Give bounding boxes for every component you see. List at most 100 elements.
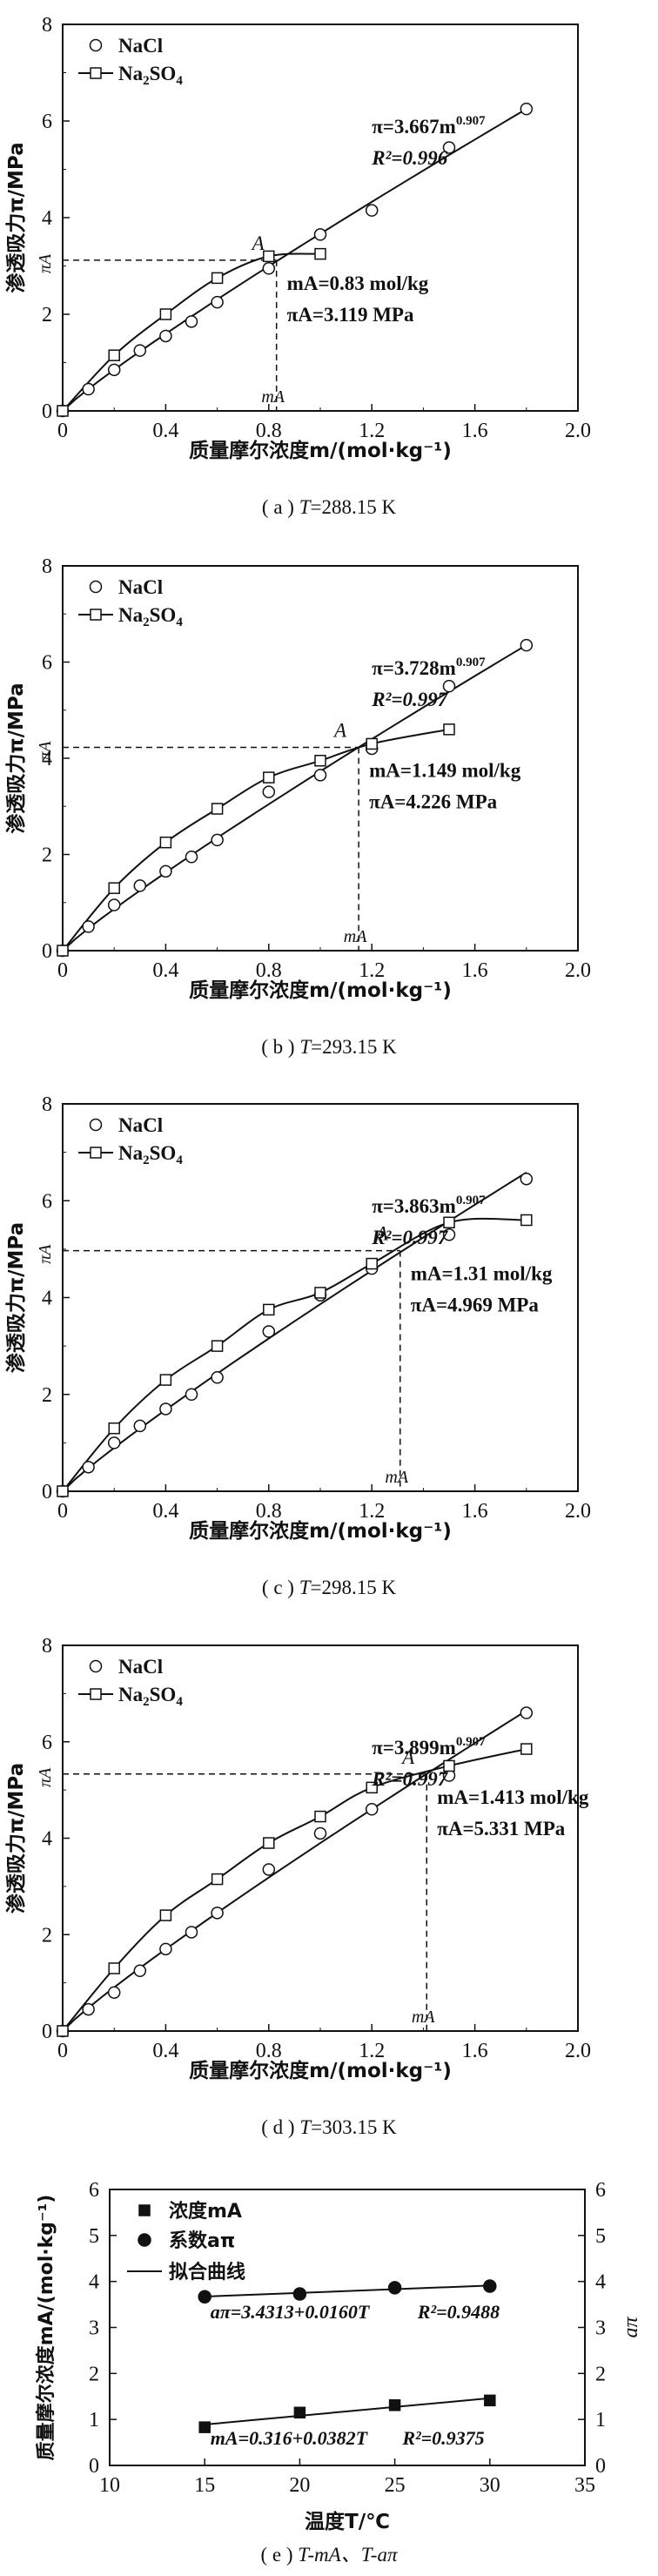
- p1-ma-value-label: mA=1.149 mol/kg: [369, 760, 521, 782]
- p3-x-axis-label: 质量摩尔浓度m/(mol·kg⁻¹): [189, 2059, 452, 2082]
- p1-x-tick-label: 1.2: [359, 959, 385, 982]
- p3-nacl-point: [82, 2002, 95, 2016]
- p0-x-tick-label: 1.2: [359, 420, 385, 442]
- p1-fit-equation-main: π=3.728m: [372, 657, 456, 679]
- p2-legend-sub4: 4: [176, 1153, 183, 1167]
- p0-nacl-point: [262, 262, 276, 275]
- p0-point-a-label: A: [251, 232, 265, 254]
- p4-ma-point: [484, 2394, 496, 2407]
- p0-legend-sub2: 2: [143, 74, 150, 88]
- p0-x-tick-label: 0: [57, 420, 68, 442]
- p1-y-tick-label: 8: [42, 555, 52, 578]
- p1-x-tick-label: 2.0: [565, 959, 591, 982]
- p0-y-tick-label: 2: [42, 304, 52, 326]
- p3-nacl-point: [262, 1863, 276, 1876]
- p2-nacl-point: [262, 1325, 276, 1338]
- p2-x-tick-label: 0: [57, 1500, 68, 1523]
- p1-x-tick-label: 1.6: [462, 959, 488, 982]
- p1-y-tick-label: 6: [42, 652, 52, 675]
- p2-fit-equation-main: π=3.863m: [372, 1195, 456, 1217]
- p2-na2so4-point: [443, 1216, 455, 1229]
- p3-fit-equation-main: π=3.899m: [372, 1737, 456, 1759]
- p1-pia-axis-mark: πA: [36, 741, 55, 761]
- p1-legend-na2so4-label: Na2SO4: [118, 604, 183, 629]
- p3-nacl-point: [211, 1907, 224, 1920]
- p1-legend-na: Na: [118, 604, 144, 626]
- p0-legend-nacl-label: NaCl: [118, 35, 163, 57]
- p3-y-tick-label: 6: [42, 1732, 52, 1754]
- p1-y-tick-label: 4: [42, 748, 52, 770]
- p1-pia-value-label: πA=4.226 MPa: [369, 791, 498, 813]
- p4-x-tick-label: 25: [385, 2474, 406, 2497]
- p3-nacl-point: [107, 1986, 121, 1999]
- p0-nacl-point: [107, 363, 121, 377]
- p3-na2so4-point: [366, 1781, 378, 1794]
- p3-x-tick-label: 0.8: [256, 2040, 282, 2062]
- p2-y-tick-label: 4: [42, 1288, 52, 1310]
- p3-na2so4-point: [520, 1743, 533, 1755]
- p4-y-right-tick-label: 5: [595, 2225, 606, 2248]
- p2-na2so4-point: [263, 1303, 275, 1316]
- p0-legend-na2so4-label: Na2SO4: [118, 63, 183, 88]
- p0-x-tick-label: 1.6: [462, 420, 488, 442]
- p0-y-tick-label: 6: [42, 111, 52, 133]
- p4-legend-apie-marker: [138, 2233, 151, 2247]
- p0-ma-value-label: mA=0.83 mol/kg: [287, 272, 429, 294]
- p3-legend-na2so4-marker: [90, 1688, 102, 1700]
- p2-y-tick-label: 6: [42, 1190, 52, 1213]
- p4-y-right-tick-label: 0: [595, 2455, 606, 2478]
- p2-na2so4-point: [108, 1422, 120, 1435]
- p4-x-tick-label: 20: [289, 2474, 310, 2497]
- p2-x-tick-label: 2.0: [565, 1500, 591, 1523]
- p1-fit-equation: π=3.728m0.907: [372, 656, 486, 679]
- p2-caption-prefix: ( c ): [262, 1577, 299, 1598]
- p3-na2so4-point: [443, 1759, 455, 1772]
- p4-caption-prefix: ( e ): [261, 2544, 299, 2566]
- p2-r2-label: R²=0.997: [371, 1227, 449, 1248]
- p3-nacl-point: [520, 1706, 534, 1719]
- p4-caption: ( e ) T-mA、T-aπ: [261, 2544, 399, 2566]
- p4-x-tick-label: 10: [99, 2474, 120, 2497]
- p3-fit-equation: π=3.899m0.907: [372, 1735, 486, 1759]
- p3-nacl-fit-line: [62, 1710, 527, 2032]
- p0-legend-sub4: 4: [176, 74, 183, 88]
- p0-pia-axis-mark: πA: [36, 253, 55, 273]
- p3-caption-prefix: ( d ): [261, 2116, 299, 2138]
- p3-caption-t: T: [299, 2116, 312, 2138]
- p4-y-right-tick-label: 3: [595, 2317, 606, 2340]
- p2-x-tick-label: 1.6: [462, 1500, 488, 1523]
- p1-nacl-point: [82, 920, 95, 933]
- p3-x-tick-label: 1.2: [359, 2040, 385, 2062]
- p1-na2so4-point: [211, 803, 224, 815]
- p1-x-tick-label: 0: [57, 959, 68, 982]
- p2-ma-value-label: mA=1.31 mol/kg: [411, 1263, 553, 1285]
- p2-y-tick-label: 8: [42, 1093, 52, 1116]
- p4-fit-line-0: [205, 2284, 490, 2298]
- p2-ma-axis-mark: mA: [385, 1468, 408, 1487]
- p4-legend-apie-label: 系数aπ: [169, 2230, 235, 2252]
- p4-caption-t: T-mA、T-aπ: [298, 2544, 399, 2566]
- p2-y-tick-label: 2: [42, 1384, 52, 1407]
- p2-pia-value-label: πA=4.969 MPa: [411, 1295, 540, 1316]
- p1-point-a-label: A: [332, 720, 347, 742]
- p0-x-tick-label: 2.0: [565, 420, 591, 442]
- p1-nacl-point: [159, 864, 172, 878]
- p0-y-axis-label: 渗透吸力π/MPa: [4, 142, 28, 293]
- p4-x-tick-label: 15: [194, 2474, 215, 2497]
- p1-caption-prefix: ( b ): [261, 1036, 299, 1058]
- p0-ma-axis-mark: mA: [261, 387, 285, 407]
- p2-x-tick-label: 0.8: [256, 1500, 282, 1523]
- p0-fit-equation-exp: 0.907: [456, 114, 486, 128]
- p2-fit-equation: π=3.863m0.907: [372, 1194, 486, 1217]
- p4-apie-point: [198, 2290, 212, 2304]
- p2-fit-equation-exp: 0.907: [456, 1194, 486, 1207]
- p4-fit-line-1: [205, 2397, 490, 2426]
- p4-legend-ma-label: 浓度mA: [169, 2200, 242, 2223]
- p4-apie-point: [387, 2281, 402, 2295]
- p4-ma-fit-equation: mA=0.316+0.0382T: [211, 2427, 369, 2449]
- p2-point-a-label: A: [374, 1223, 389, 1245]
- p1-legend-na2so4-marker: [90, 609, 102, 621]
- p2-legend-na2so4-label: Na2SO4: [118, 1142, 183, 1167]
- p1-nacl-point: [313, 769, 327, 782]
- p4-y-right-tick-label: 2: [595, 2363, 606, 2385]
